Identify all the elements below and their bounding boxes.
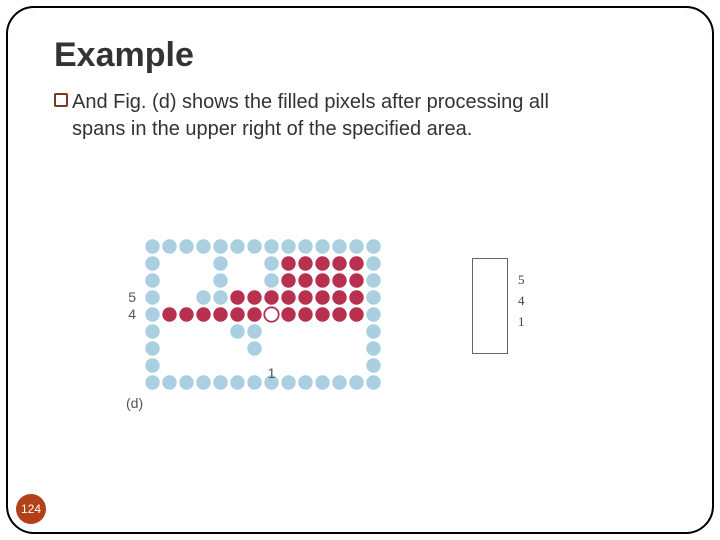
stack-item: 1 [518, 312, 525, 333]
slide-frame: Example And Fig. (d) shows the filled pi… [6, 6, 714, 534]
figure-area: (d) 541 541 [118, 238, 638, 448]
grid-row-label: 4 [122, 306, 136, 322]
stack-box: 541 [472, 258, 508, 354]
body-text: And Fig. (d) shows the filled pixels aft… [72, 89, 592, 143]
grid-row-label: 5 [122, 289, 136, 305]
stack-items: 541 [518, 270, 525, 332]
figure-caption: (d) [126, 395, 143, 411]
pixel-grid [118, 238, 384, 417]
grid-col-label: 1 [264, 365, 280, 381]
slide-title: Example [54, 36, 676, 75]
square-bullet-icon [54, 93, 68, 107]
stack-item: 4 [518, 291, 525, 312]
body-row: And Fig. (d) shows the filled pixels aft… [54, 89, 676, 143]
stack-frame [472, 258, 508, 354]
stack-item: 5 [518, 270, 525, 291]
page-number-badge: 124 [16, 494, 46, 524]
